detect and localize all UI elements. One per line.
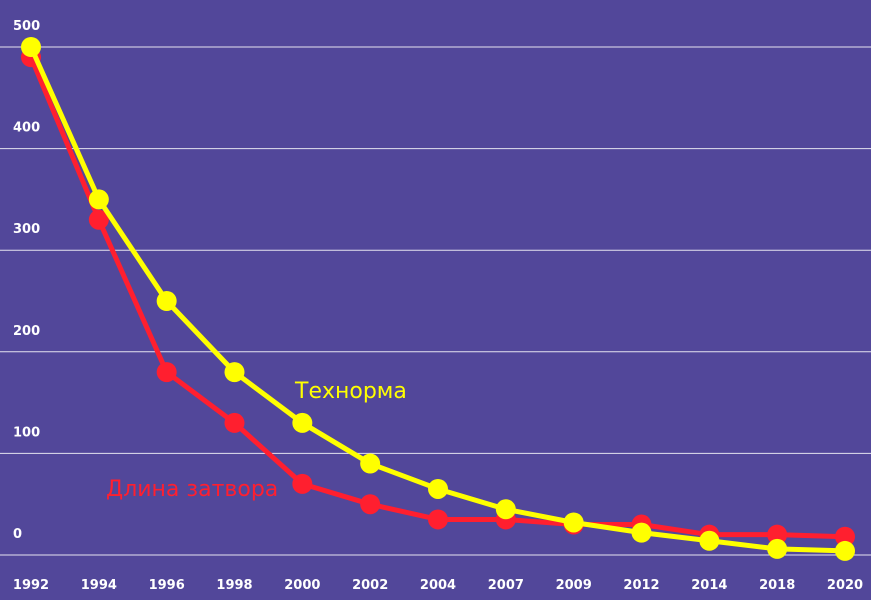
- x-tick-label-1994: 1994: [81, 578, 117, 593]
- data-point-1-1994: [88, 209, 109, 230]
- data-point-1-2018: [767, 524, 788, 545]
- data-point-1-1996: [156, 362, 177, 383]
- data-point-0-2000: [292, 412, 313, 433]
- x-tick-label-2000: 2000: [284, 578, 320, 593]
- x-tick-label-2007: 2007: [488, 578, 524, 593]
- data-point-0-2012: [631, 522, 652, 543]
- data-point-0-1992: [21, 37, 41, 57]
- data-point-0-2007: [495, 499, 516, 520]
- x-tick-label-2002: 2002: [352, 578, 388, 593]
- x-tick-label-2014: 2014: [691, 578, 727, 593]
- data-point-0-2009: [563, 512, 584, 533]
- x-tick-label-2018: 2018: [759, 578, 795, 593]
- series-label-tekhnorma: Технорма: [294, 379, 407, 404]
- x-tick-label-2012: 2012: [623, 578, 659, 593]
- y-tick-label-200: 200: [13, 324, 40, 339]
- y-tick-label-500: 500: [13, 19, 40, 34]
- data-point-0-2004: [428, 478, 448, 499]
- data-point-1-1998: [224, 412, 245, 433]
- data-point-1-2002: [360, 494, 381, 515]
- data-point-0-2014: [699, 530, 720, 551]
- x-axis-ticks: 1992 1994 1996 1998 2000 2002 2004 2007 2009 2012…: [13, 578, 863, 593]
- x-tick-label-2020: 2020: [827, 578, 863, 593]
- data-point-0-1998: [224, 362, 245, 383]
- y-tick-label-300: 300: [13, 222, 40, 237]
- data-point-0-2020: [835, 540, 855, 561]
- y-tick-label-0: 0: [13, 527, 22, 542]
- x-tick-label-1998: 1998: [216, 578, 252, 593]
- data-point-0-2018: [767, 538, 788, 559]
- x-tick-label-2004: 2004: [420, 578, 456, 593]
- grid-lines: [0, 46, 871, 556]
- y-axis-ticks: 0 100 200 300 400 500: [13, 19, 40, 542]
- data-point-1-2020: [835, 526, 855, 547]
- data-point-1-2004: [428, 509, 448, 530]
- y-tick-label-400: 400: [13, 121, 40, 136]
- data-point-0-1996: [156, 291, 177, 311]
- x-tick-label-1996: 1996: [149, 578, 185, 593]
- x-tick-label-1992: 1992: [13, 578, 49, 593]
- series-label-dlina-zatvora: Длина затвора: [106, 477, 278, 502]
- series-0: [21, 37, 855, 561]
- data-point-1-2000: [292, 473, 313, 494]
- data-point-0-1994: [88, 189, 109, 210]
- data-point-0-2002: [360, 453, 381, 474]
- series-group: [21, 37, 855, 561]
- y-tick-label-100: 100: [13, 425, 40, 440]
- x-tick-label-2009: 2009: [556, 578, 592, 593]
